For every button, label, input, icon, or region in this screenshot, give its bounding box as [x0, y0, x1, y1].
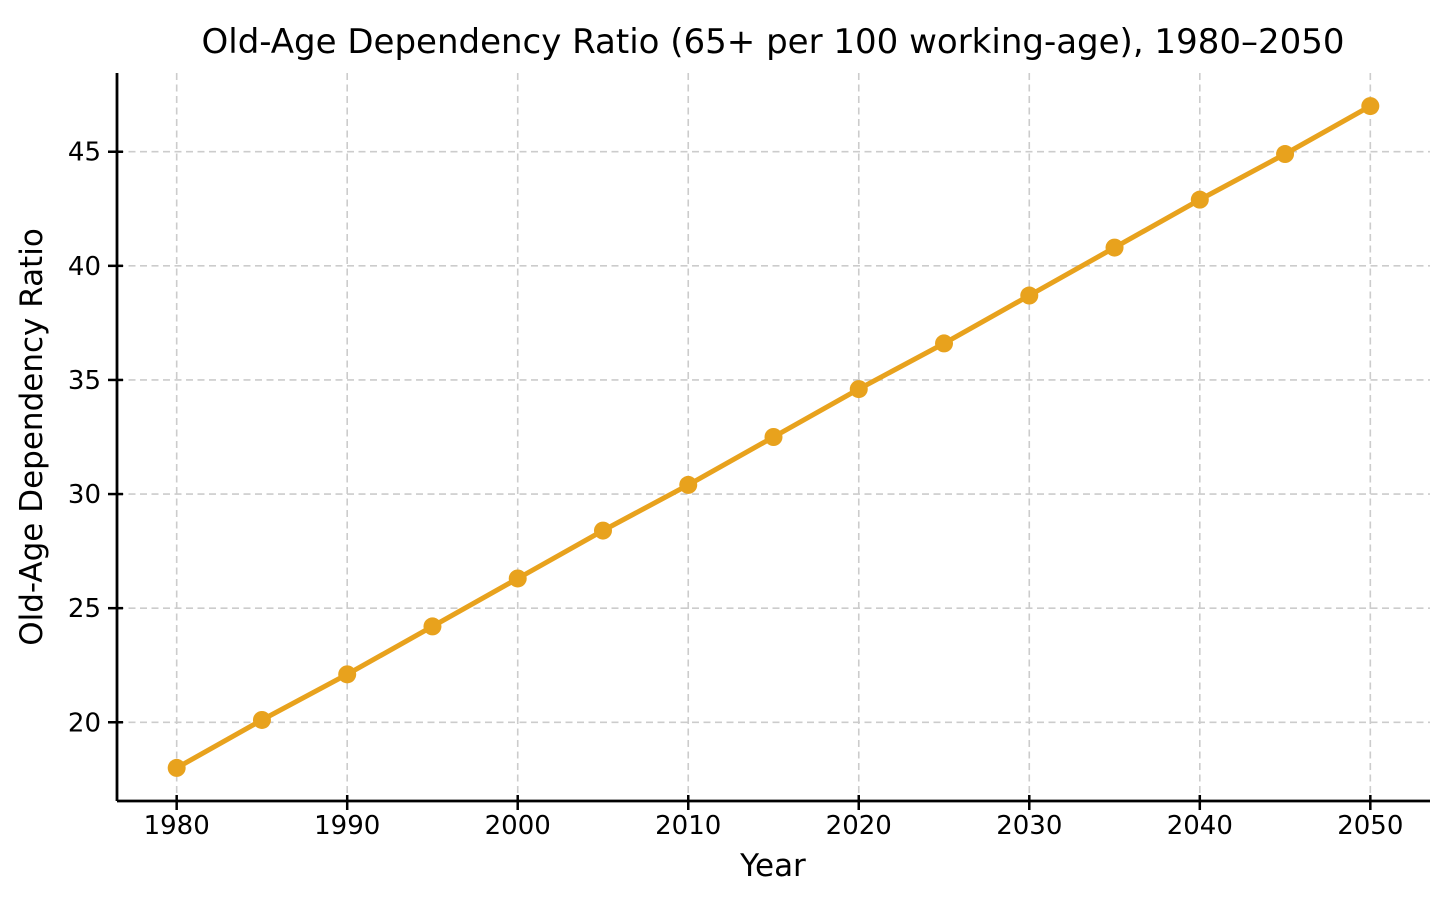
data-point-marker: [167, 758, 186, 777]
x-tick-label: 2000: [485, 811, 551, 841]
data-point-marker: [508, 569, 527, 588]
x-tick-label: 2030: [996, 811, 1062, 841]
data-point-marker: [679, 475, 698, 494]
y-axis-label: Old-Age Dependency Ratio: [14, 228, 50, 646]
x-tick-label: 2010: [655, 811, 721, 841]
x-tick-label: 1990: [314, 811, 380, 841]
x-tick-label: 2050: [1337, 811, 1403, 841]
data-point-marker: [338, 665, 357, 684]
data-point-marker: [849, 380, 868, 399]
data-series: [167, 97, 1380, 777]
x-tick-label: 2040: [1167, 811, 1233, 841]
y-tick-label: 25: [68, 594, 101, 624]
data-point-marker: [423, 617, 442, 636]
data-point-marker: [1020, 286, 1039, 305]
tick-labels: 1980 1990 2000 2010 2020 2030 2040 2050 20 25 30 35…: [68, 138, 1403, 841]
x-tick-label: 2020: [826, 811, 892, 841]
data-point-marker: [252, 710, 271, 729]
data-point-marker: [593, 521, 612, 540]
y-tick-label: 40: [68, 252, 101, 282]
data-point-marker: [1190, 190, 1209, 209]
chart-title: Old-Age Dependency Ratio (65+ per 100 wo…: [201, 22, 1344, 62]
y-tick-label: 30: [68, 480, 101, 510]
x-tick-label: 1980: [144, 811, 210, 841]
y-tick-label: 35: [68, 366, 101, 396]
data-point-marker: [1105, 238, 1124, 257]
y-tick-label: 45: [68, 138, 101, 168]
data-point-marker: [1361, 97, 1380, 116]
axes: [108, 73, 1430, 810]
y-tick-label: 20: [68, 708, 101, 738]
data-point-marker: [764, 428, 783, 446]
data-point-marker: [1276, 145, 1295, 164]
data-point-marker: [935, 334, 954, 353]
x-axis-label: Year: [739, 848, 806, 884]
